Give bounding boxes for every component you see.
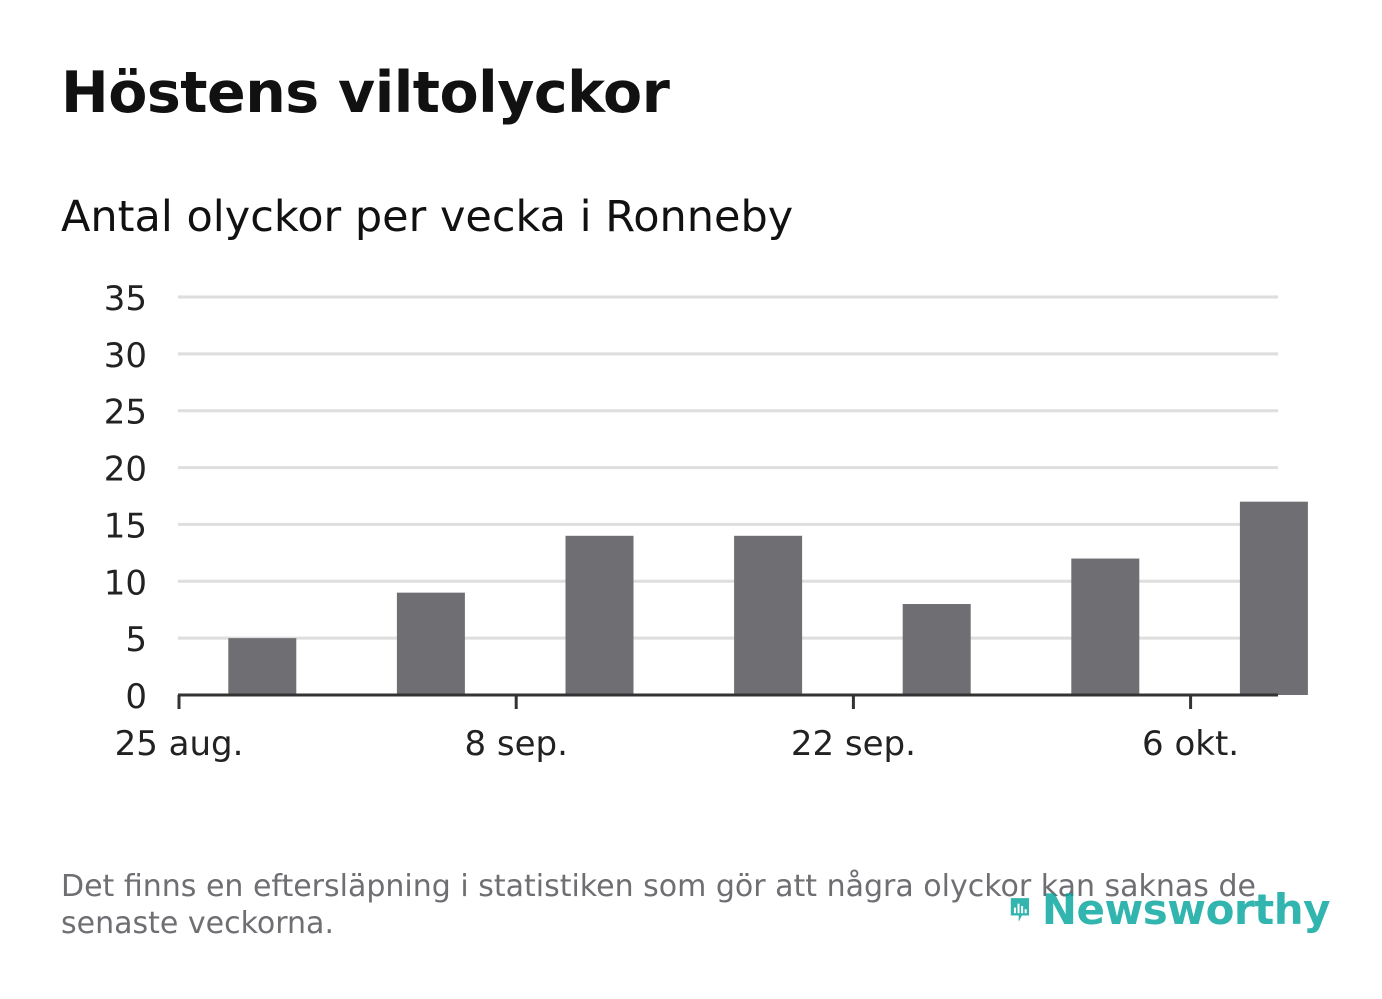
logo-text: Newsworthy	[1041, 885, 1331, 934]
chart-subtitle: Antal olyckor per vecka i Ronneby	[61, 192, 794, 242]
x-tick-label: 8 sep.	[464, 724, 567, 764]
y-tick-label: 30	[104, 336, 147, 376]
bar	[228, 638, 297, 695]
y-tick-label: 0	[125, 677, 147, 717]
y-tick-label: 15	[104, 506, 147, 546]
chart-title: Höstens viltolyckor	[61, 60, 670, 126]
y-tick-label: 20	[104, 450, 147, 490]
bar-chart: 0 5 10 15 20 25 30 35 25 aug. 8 sep. 22 sep. 6 okt…	[104, 279, 1308, 764]
x-tick-label: 6 okt.	[1142, 724, 1239, 764]
bar-chart-badge-icon	[1010, 897, 1030, 922]
bar	[1239, 501, 1308, 695]
bar	[396, 592, 465, 695]
bar	[734, 535, 803, 695]
bars	[228, 501, 1308, 695]
x-tick-label: 22 sep.	[791, 724, 916, 764]
x-axis	[177, 693, 1278, 709]
gridlines	[178, 295, 1278, 640]
x-tick-label: 25 aug.	[115, 724, 244, 764]
y-tick-label: 5	[125, 620, 147, 660]
bar	[565, 535, 634, 695]
bar	[902, 604, 971, 695]
y-tick-label: 10	[104, 563, 147, 603]
footnote: Det finns en eftersläpning i statistiken…	[61, 869, 1256, 941]
y-tick-label: 35	[104, 279, 147, 319]
bar	[1071, 558, 1140, 695]
y-tick-label: 25	[104, 393, 147, 433]
y-axis-tick-labels: 0 5 10 15 20 25 30 35	[104, 279, 147, 717]
newsworthy-logo: Newsworthy	[1010, 872, 1331, 947]
x-axis-tick-labels: 25 aug.8 sep.22 sep.6 okt.20 okt.3 nov.1…	[115, 724, 1240, 764]
